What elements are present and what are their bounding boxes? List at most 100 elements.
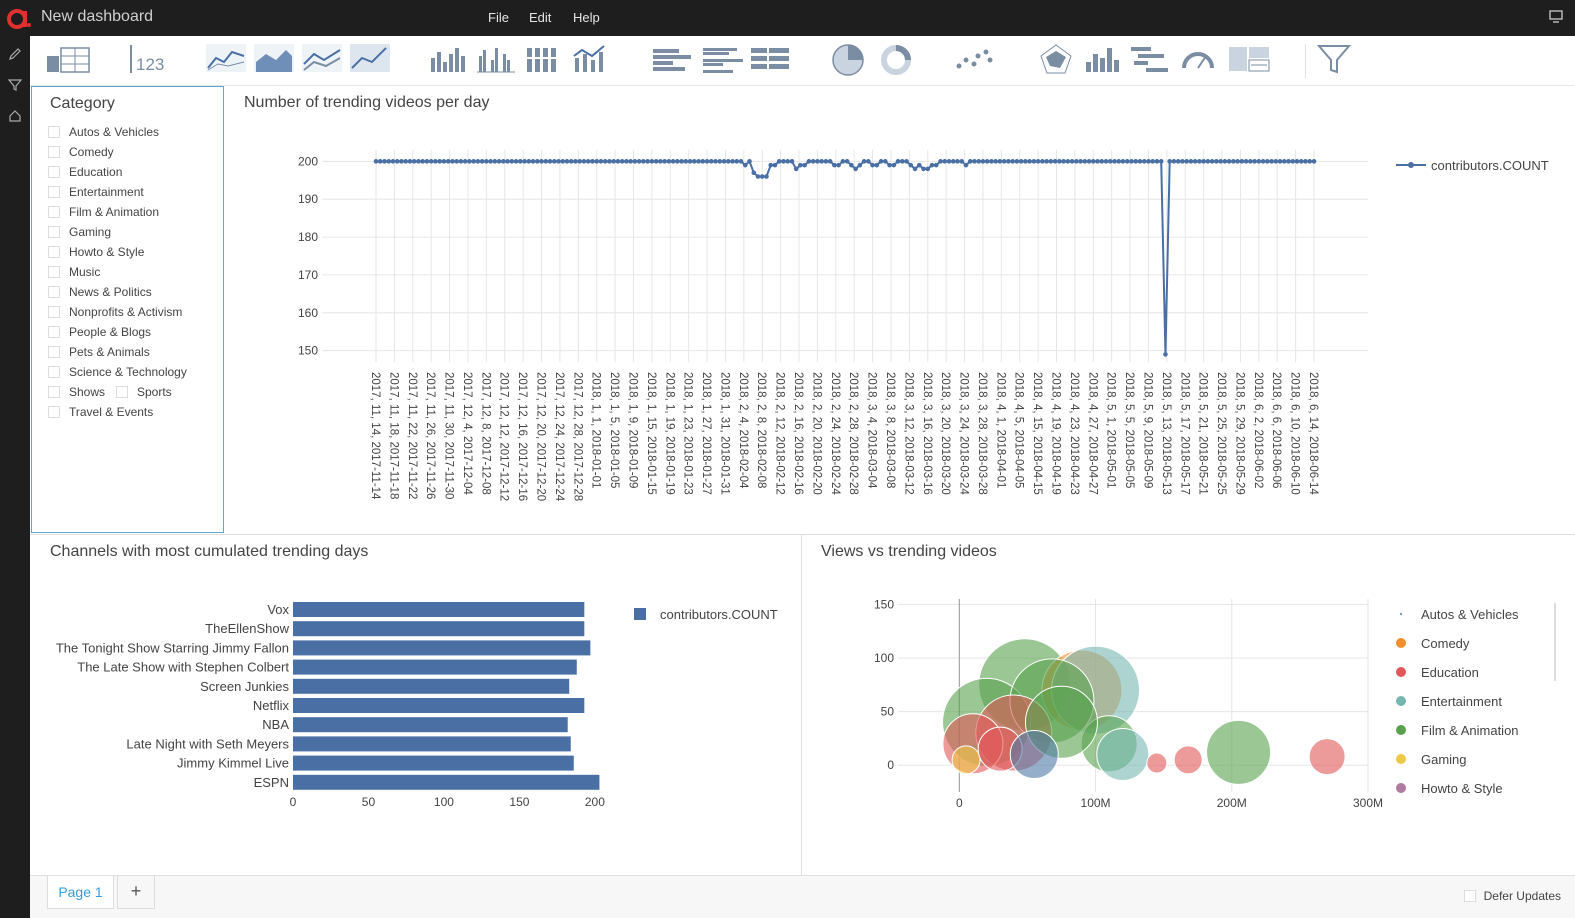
x-tick-label: 2017, 12, 8, 2017-12-08 [479, 372, 491, 495]
defer-updates-toggle[interactable]: Defer Updates [1463, 889, 1561, 903]
gantt-chart-icon[interactable] [1128, 42, 1172, 76]
data-point [1154, 159, 1160, 164]
checkbox[interactable] [48, 246, 60, 258]
data-point [424, 159, 430, 164]
x-tick-label: 2018, 3, 20, 2018-03-20 [939, 372, 951, 495]
gauge-icon[interactable] [1178, 42, 1218, 76]
checkbox[interactable] [48, 266, 60, 278]
checkbox[interactable] [48, 406, 60, 418]
stacked-bar-chart-icon[interactable] [748, 42, 794, 76]
filter-item-science-technology[interactable]: Science & Technology [48, 365, 187, 379]
data-point [717, 159, 723, 164]
x-tick-label: 2018, 4, 27, 2018-04-27 [1086, 372, 1098, 495]
radar-chart-icon[interactable] [1036, 42, 1076, 76]
data-point [641, 159, 646, 164]
data-point [1256, 159, 1262, 164]
x-tick-label: 2018, 3, 16, 2018-03-16 [921, 372, 933, 495]
filter-item-news-politics[interactable]: News & Politics [48, 285, 152, 299]
funnel-filter-icon[interactable] [1316, 42, 1352, 76]
pie-chart-icon[interactable] [828, 42, 868, 78]
x-tick-label-text: 2017, 11, 30, 2017-11-30 [443, 372, 455, 499]
histogram-icon[interactable] [1080, 42, 1124, 76]
filter-item-film-animation[interactable]: Film & Animation [48, 205, 159, 219]
checkbox[interactable] [116, 386, 128, 398]
checkbox[interactable] [1463, 890, 1476, 902]
filter-item-entertainment[interactable]: Entertainment [48, 185, 144, 199]
filter-item-gaming[interactable]: Gaming [48, 225, 111, 239]
x-tick-label: 2018, 3, 4, 2018-03-04 [866, 372, 878, 489]
multi-line-chart-icon[interactable] [300, 42, 344, 76]
donut-chart-icon[interactable] [876, 42, 916, 78]
menu-edit[interactable]: Edit [529, 10, 552, 25]
views-bubble-chart: 0 100M 200M 300M 0 50 100 150 Autos & Vehicles Co… [874, 597, 1556, 810]
home-icon[interactable] [8, 109, 22, 123]
menu-help[interactable]: Help [573, 10, 600, 25]
bar [293, 717, 568, 733]
table-icon[interactable] [44, 42, 92, 76]
filter-item-travel-events[interactable]: Travel & Events [48, 405, 153, 419]
add-page-button[interactable]: + [117, 876, 155, 909]
data-point [475, 159, 481, 164]
area-chart-icon[interactable] [252, 42, 296, 76]
filter-item-shows[interactable]: Shows [48, 385, 105, 399]
data-point [1171, 159, 1177, 164]
checkbox[interactable] [48, 386, 60, 398]
checkbox[interactable] [48, 166, 60, 178]
combo-chart-icon[interactable] [570, 42, 614, 76]
grouped-bar-chart-icon[interactable] [700, 42, 746, 76]
filter-item-howto-style[interactable]: Howto & Style [48, 245, 144, 259]
bar-chart-icon[interactable] [650, 42, 696, 76]
filter-icon[interactable] [8, 78, 22, 92]
checkbox[interactable] [48, 186, 60, 198]
data-point [386, 159, 392, 164]
x-tick-label-text: 2018, 4, 15, 2018-04-15 [1031, 372, 1043, 495]
checkbox[interactable] [48, 306, 60, 318]
checkbox[interactable] [48, 206, 60, 218]
checkbox[interactable] [48, 226, 60, 238]
x-tick-label-text: 2018, 2, 4, 2018-02-04 [737, 372, 749, 489]
data-point [1273, 159, 1279, 164]
data-point [1010, 159, 1015, 164]
filter-item-autos-vehicles[interactable]: Autos & Vehicles [48, 125, 159, 139]
monitor-icon[interactable] [1549, 10, 1563, 24]
data-point [857, 162, 863, 168]
legend-marker [1400, 613, 1402, 615]
x-tick-label: 0 [956, 796, 963, 810]
tab-page-1[interactable]: Page 1 [47, 876, 114, 909]
line-chart-title: Number of trending videos per day [244, 94, 490, 111]
data-point [1260, 159, 1266, 164]
data-point [938, 159, 943, 164]
stacked-area-chart-icon[interactable] [348, 42, 392, 76]
data-point [1112, 159, 1117, 164]
scatter-chart-icon[interactable] [952, 42, 996, 76]
grouped-column-chart-icon[interactable] [474, 42, 518, 76]
filter-item-pets-animals[interactable]: Pets & Animals [48, 345, 150, 359]
data-point [645, 159, 650, 164]
filter-item-sports[interactable]: Sports [116, 385, 172, 399]
checkbox[interactable] [48, 126, 60, 138]
checkbox[interactable] [48, 286, 60, 298]
column-chart-icon[interactable] [426, 42, 470, 76]
data-point [874, 162, 880, 168]
filter-item-education[interactable]: Education [48, 165, 122, 179]
filter-item-people-blogs[interactable]: People & Blogs [48, 325, 151, 339]
filter-item-music[interactable]: Music [48, 265, 100, 279]
filter-item-nonprofits-activism[interactable]: Nonprofits & Activism [48, 305, 182, 319]
checkbox[interactable] [48, 326, 60, 338]
menu-file[interactable]: File [488, 10, 509, 25]
stacked-column-chart-icon[interactable] [522, 42, 566, 76]
layout-icon[interactable] [1226, 42, 1272, 76]
data-point [972, 159, 977, 164]
edit-icon[interactable] [8, 47, 22, 61]
toolbar-separator [1305, 44, 1306, 78]
checkbox[interactable] [48, 146, 60, 158]
x-tick-label-text: 2018, 1, 23, 2018-01-23 [682, 372, 694, 495]
data-point [1082, 159, 1088, 164]
bar [293, 621, 585, 637]
number-card-icon[interactable]: 123 [128, 42, 168, 76]
filter-item-comedy[interactable]: Comedy [48, 145, 114, 159]
line-chart-icon[interactable] [204, 42, 248, 76]
checkbox[interactable] [48, 366, 60, 378]
data-point [560, 159, 566, 164]
checkbox[interactable] [48, 346, 60, 358]
